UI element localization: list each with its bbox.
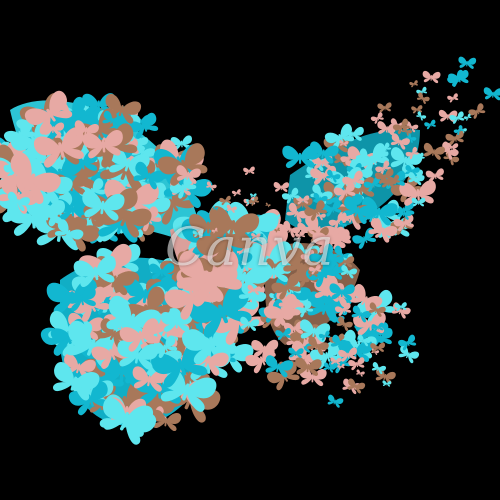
butterfly-mosaic-illustration <box>0 56 500 449</box>
